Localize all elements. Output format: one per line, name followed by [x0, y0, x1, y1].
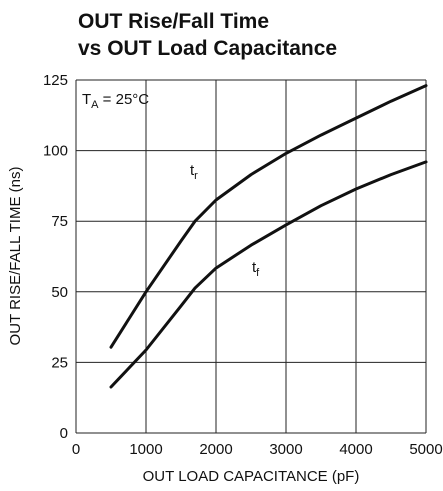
series-label-text: t	[252, 259, 257, 276]
y-tick-label: 0	[60, 425, 68, 442]
x-tick-label: 0	[72, 441, 80, 458]
chart-title: vs OUT Load Capacitance	[78, 37, 337, 60]
annotation-text: = 25°C	[99, 91, 150, 108]
y-tick-label: 100	[43, 143, 68, 160]
y-tick-label: 25	[51, 354, 68, 371]
y-tick-label: 50	[51, 284, 68, 301]
annotation-text: T	[82, 91, 91, 108]
line-series	[109, 84, 428, 349]
y-axis-label: OUT RISE/FALL TIME (ns)	[7, 167, 24, 346]
series-label-subscript: f	[256, 267, 260, 279]
series-label-text: t	[190, 162, 195, 179]
x-tick-label: 1000	[129, 441, 162, 458]
y-tick-label: 75	[51, 213, 68, 230]
x-axis-label: OUT LOAD CAPACITANCE (pF)	[143, 468, 360, 485]
x-tick-label: 2000	[199, 441, 232, 458]
x-tick-label: 3000	[269, 441, 302, 458]
annotation-subscript: A	[91, 99, 99, 111]
y-tick-label: 125	[43, 72, 68, 89]
series-label-subscript: r	[194, 170, 198, 182]
series-label: tr	[190, 162, 198, 182]
annotation: TA = 25°C	[82, 91, 149, 111]
x-tick-label: 5000	[409, 441, 442, 458]
x-tick-label: 4000	[339, 441, 372, 458]
line-series	[109, 160, 428, 389]
chart-title: OUT Rise/Fall Time	[78, 10, 269, 33]
series-label: tf	[252, 259, 260, 279]
